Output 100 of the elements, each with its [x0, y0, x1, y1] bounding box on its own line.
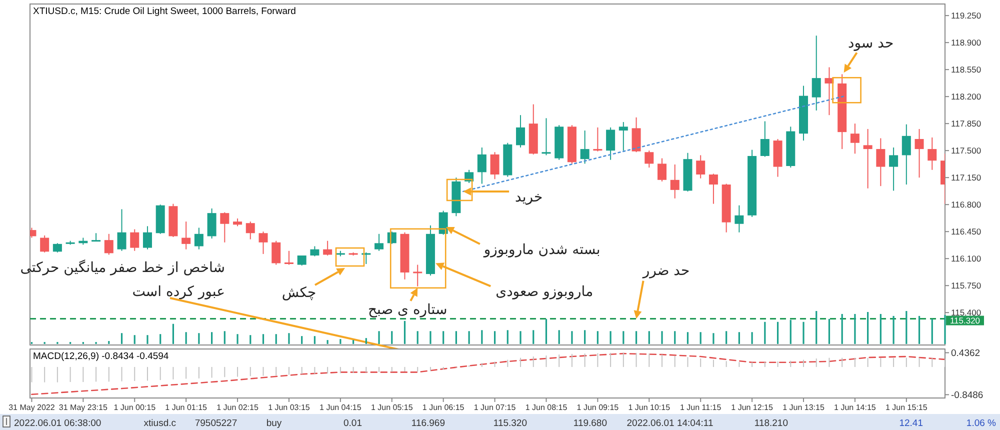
text: 115.320 [493, 418, 527, 429]
candlestick [889, 147, 898, 192]
x-tick-label: 31 May 23:15 [58, 403, 108, 412]
candlestick [182, 221, 191, 250]
line-series [31, 352, 945, 396]
y-tick-label: 116.100 [951, 254, 982, 264]
candlestick [928, 136, 937, 170]
text: 2022.06.01 14:04:11 [626, 418, 714, 429]
candlestick [490, 152, 500, 180]
candlestick [876, 138, 886, 187]
candlestick [284, 250, 294, 266]
x-tick-label: 1 Jun 03:15 [268, 403, 310, 412]
x-tick-label: 1 Jun 15:15 [886, 403, 928, 412]
annotation: ستاره ی صبح [368, 302, 448, 318]
candlestick [618, 122, 628, 152]
text: 118.210 [754, 418, 788, 429]
candlestick [52, 242, 62, 253]
candlestick [696, 154, 706, 179]
y-tick-label: 115.750 [951, 280, 982, 291]
x-tick-label: 1 Jun 08:15 [525, 403, 568, 412]
candlestick [207, 208, 216, 240]
text: 12.41 [899, 418, 923, 429]
x-tick-label: 1 Jun 09:15 [576, 403, 620, 412]
x-tick-label: 1 Jun 05:15 [370, 403, 414, 412]
y-tick-label: 115.400 [951, 308, 982, 318]
ref-line-label: 115.320 [950, 315, 980, 326]
x-tick-label: 1 Jun 13:15 [782, 403, 825, 412]
x-tick-label: 1 Jun 12:15 [731, 403, 774, 412]
candlestick [130, 228, 140, 252]
candlestick [413, 264, 422, 287]
candlestick [438, 210, 448, 236]
x-tick-label: 1 Jun 10:15 [628, 403, 671, 412]
candlestick [258, 231, 268, 254]
candlestick [644, 150, 654, 168]
y-tick-label: 119.250 [951, 10, 982, 21]
candlestick [516, 114, 526, 148]
y-tick-label: 117.500 [951, 146, 982, 156]
x-tick-label: 1 Jun 01:15 [165, 403, 208, 412]
annotation: حد سود [848, 36, 894, 52]
y-tick-label: 118.900 [951, 38, 982, 48]
text: 2022.06.01 06:38:00 [14, 418, 102, 429]
candlestick [40, 234, 50, 253]
annotation: خرید [515, 189, 543, 206]
y-tick-label: -0.8486 [951, 390, 984, 402]
candlestick [374, 233, 384, 252]
candlestick [708, 173, 718, 204]
x-tick-label: 1 Jun 06:15 [422, 403, 465, 412]
y-tick-label: 116.450 [951, 226, 982, 237]
text: 116.969 [411, 418, 445, 429]
candlestick [272, 240, 281, 266]
annotation: شاخص از خط صفر میانگین حرکتی عبور کرده است [20, 259, 225, 300]
y-tick-label: 117.850 [951, 118, 982, 129]
x-tick-label: 1 Jun 02:15 [216, 403, 259, 412]
chart-title: XTIUSD.c, M15: Crude Oil Light Sweet, 1000 Barrels, Forward [33, 6, 296, 17]
candlestick [194, 227, 204, 250]
candlestick [310, 246, 320, 257]
candlestick [142, 226, 152, 250]
candlestick [542, 118, 551, 156]
candlestick [734, 204, 744, 233]
candlestick [297, 255, 306, 266]
text: buy [266, 418, 282, 429]
candlestick [658, 158, 667, 182]
y-tick-label: 116.800 [951, 200, 982, 210]
candlestick [92, 232, 101, 242]
candlestick [117, 208, 126, 252]
candlestick [914, 128, 924, 178]
y-tick-label: 118.550 [951, 64, 982, 75]
annotation: ماروبوزو صعودی [496, 284, 594, 300]
x-tick-label: 1 Jun 04:15 [320, 403, 362, 412]
text: 1.06 % [966, 418, 997, 429]
annotation: بسته شدن ماروبوزو [482, 242, 600, 258]
candlestick [863, 128, 872, 189]
candlestick [632, 116, 641, 153]
candlestick [220, 212, 230, 243]
x-tick-label: 31 May 2022 [8, 403, 56, 412]
x-tick-label: 1 Jun 07:15 [474, 403, 516, 412]
annotation: حد ضرر [642, 262, 690, 279]
text: 0.01 [344, 418, 362, 429]
candlestick [606, 126, 616, 160]
chart-title: MACD(12,26,9) -0.8434 -0.4594 [33, 351, 169, 362]
x-tick-label: 1 Jun 14:15 [834, 403, 876, 412]
candlestick [902, 124, 911, 186]
text: 119.680 [573, 418, 607, 429]
candlestick [477, 147, 486, 184]
text: 79505227 [194, 418, 238, 429]
text: xtiusd.c [144, 418, 176, 429]
candlestick [104, 233, 114, 256]
y-tick-label: 118.200 [951, 92, 982, 102]
annotation: چکش [282, 285, 316, 301]
x-tick-label: 1 Jun 00:15 [114, 403, 156, 412]
candlestick [670, 164, 680, 199]
candlestick [580, 130, 590, 164]
y-tick-label: 117.150 [951, 172, 982, 183]
candlestick [593, 126, 602, 152]
candlestick [760, 120, 770, 158]
candlestick [850, 123, 860, 154]
x-tick-label: 1 Jun 11:15 [680, 403, 722, 412]
candlestick [323, 240, 332, 256]
candlestick [246, 221, 255, 240]
y-tick-label: 0.4362 [951, 348, 980, 360]
